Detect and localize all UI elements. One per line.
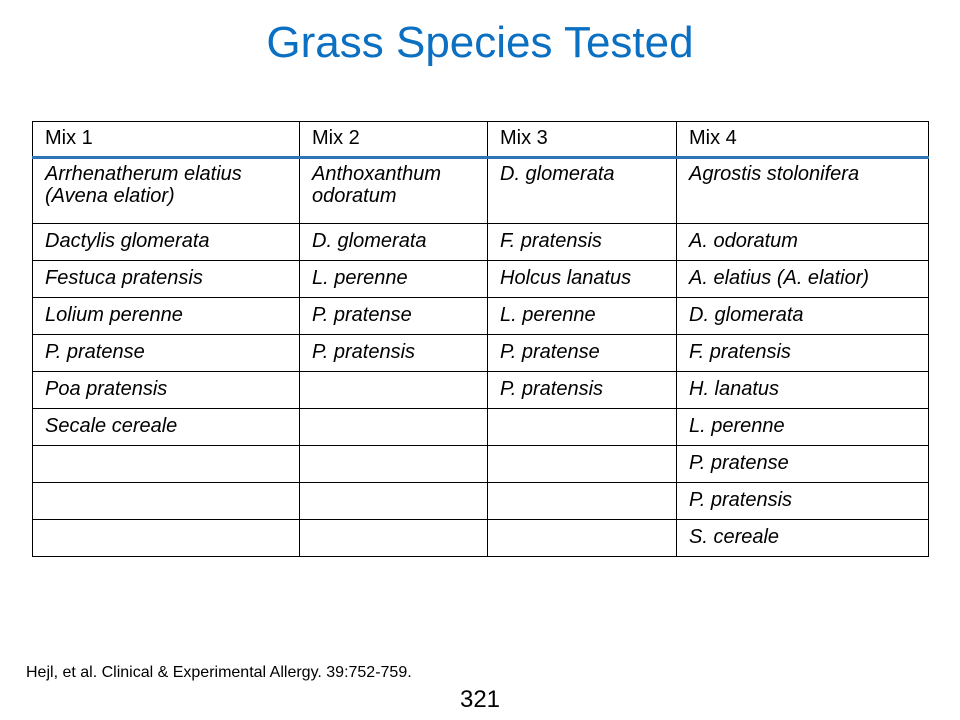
table-row: Lolium perenne P. pratense L. perenne D.… xyxy=(32,297,929,335)
table-cell: Dactylis glomerata xyxy=(32,223,300,261)
table-cell xyxy=(487,445,677,483)
table-cell: L. perenne xyxy=(299,260,488,298)
table-cell xyxy=(299,371,488,409)
table-cell: P. pratensis xyxy=(676,482,929,520)
header-mix-3: Mix 3 xyxy=(487,121,677,159)
table-row: P. pratensis xyxy=(32,482,929,520)
table-cell: Poa pratensis xyxy=(32,371,300,409)
table-cell: S. cereale xyxy=(676,519,929,557)
table-cell xyxy=(299,519,488,557)
table-cell: F. pratensis xyxy=(487,223,677,261)
table-cell: Agrostis stolonifera xyxy=(676,157,929,224)
table-cell: P. pratense xyxy=(32,334,300,372)
slide-title: Grass Species Tested xyxy=(266,18,694,67)
table-row: P. pratense P. pratensis P. pratense F. … xyxy=(32,334,929,372)
table-cell: P. pratense xyxy=(299,297,488,335)
table-cell: Holcus lanatus xyxy=(487,260,677,298)
table-row: Poa pratensis P. pratensis H. lanatus xyxy=(32,371,929,409)
header-mix-2: Mix 2 xyxy=(299,121,488,159)
table-cell: Festuca pratensis xyxy=(32,260,300,298)
table-cell: L. perenne xyxy=(676,408,929,446)
table-cell: H. lanatus xyxy=(676,371,929,409)
table-cell: A. elatius (A. elatior) xyxy=(676,260,929,298)
table-header-row: Mix 1 Mix 2 Mix 3 Mix 4 xyxy=(32,121,929,159)
table-cell xyxy=(299,445,488,483)
table-cell: F. pratensis xyxy=(676,334,929,372)
grass-species-table: Mix 1 Mix 2 Mix 3 Mix 4 Arrhenatherum el… xyxy=(32,121,929,557)
table-cell xyxy=(32,519,300,557)
table-cell: Arrhenatherum elatius (Avena elatior) xyxy=(32,157,300,224)
table-cell: P. pratensis xyxy=(299,334,488,372)
citation: Hejl, et al. Clinical & Experimental All… xyxy=(26,664,412,681)
table-cell: P. pratense xyxy=(487,334,677,372)
table-cell: A. odoratum xyxy=(676,223,929,261)
table-cell xyxy=(299,482,488,520)
table-row: S. cereale xyxy=(32,519,929,557)
table-cell: Lolium perenne xyxy=(32,297,300,335)
table-row: Secale cereale L. perenne xyxy=(32,408,929,446)
header-mix-1: Mix 1 xyxy=(32,121,300,159)
table-row: Arrhenatherum elatius (Avena elatior) An… xyxy=(32,157,929,224)
header-mix-4: Mix 4 xyxy=(676,121,929,159)
table-cell: Secale cereale xyxy=(32,408,300,446)
table-row: Dactylis glomerata D. glomerata F. prate… xyxy=(32,223,929,261)
table-row: Festuca pratensis L. perenne Holcus lana… xyxy=(32,260,929,298)
table-cell xyxy=(32,482,300,520)
table-cell xyxy=(487,482,677,520)
table-cell xyxy=(299,408,488,446)
table-cell xyxy=(487,408,677,446)
table-cell: D. glomerata xyxy=(299,223,488,261)
table-cell: Anthoxanthum odoratum xyxy=(299,157,488,224)
page-number: 321 xyxy=(459,686,501,713)
table-cell: L. perenne xyxy=(487,297,677,335)
table-cell xyxy=(32,445,300,483)
table-cell xyxy=(487,519,677,557)
table-row: P. pratense xyxy=(32,445,929,483)
table-cell: D. glomerata xyxy=(487,157,677,224)
table-cell: D. glomerata xyxy=(676,297,929,335)
table-cell: P. pratense xyxy=(676,445,929,483)
table-cell: P. pratensis xyxy=(487,371,677,409)
